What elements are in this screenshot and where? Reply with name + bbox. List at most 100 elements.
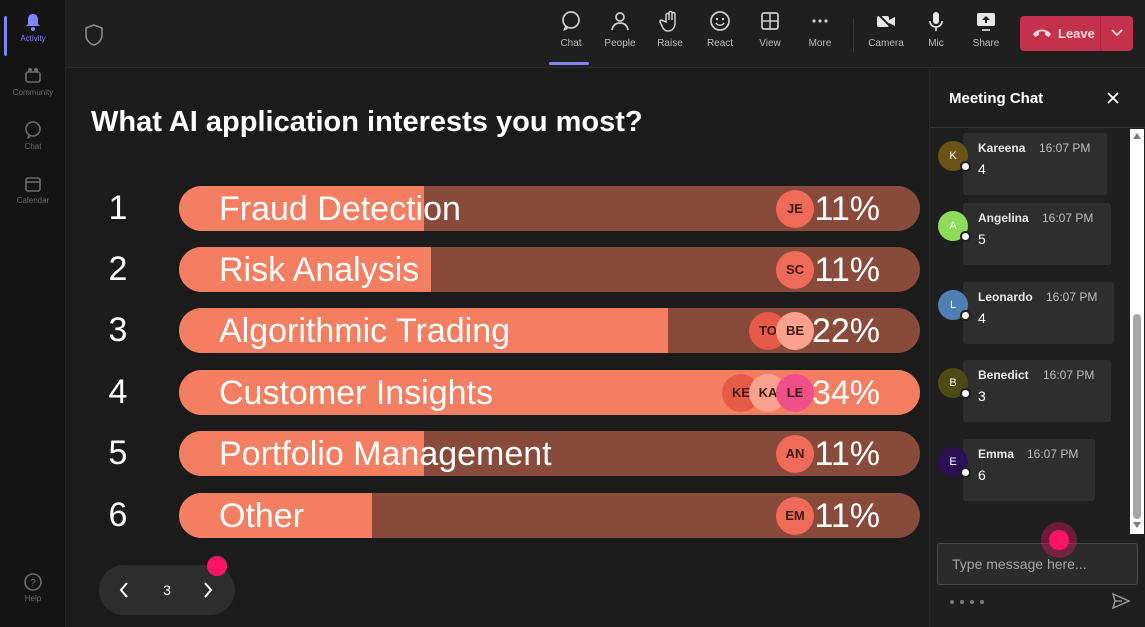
message-author: Leonardo (978, 290, 1033, 304)
scrollbar-thumb[interactable] (1133, 314, 1141, 519)
message-bubble[interactable]: Kareena 16:07 PM 4 (963, 133, 1107, 195)
rail-item-chat[interactable]: Chat (0, 120, 66, 151)
toolbar-share-button[interactable]: Share (962, 10, 1010, 49)
toolbar-people-button[interactable]: People (596, 10, 644, 49)
option-percent: 22% (811, 312, 880, 350)
rail-item-community[interactable]: Community (0, 66, 66, 97)
poll-option[interactable]: 2 Risk Analysis SC 11% (100, 247, 920, 292)
chevron-right-icon[interactable] (201, 581, 215, 599)
rail-item-calendar[interactable]: Calendar (0, 174, 66, 205)
rail-item-help[interactable]: ? Help (0, 572, 66, 603)
option-label: Other (219, 497, 305, 535)
option-number: 4 (108, 373, 128, 411)
rail-item-activity[interactable]: Activity (0, 12, 66, 56)
message-text: 4 (978, 310, 986, 326)
chat-scrollbar[interactable] (1130, 129, 1144, 534)
chevron-left-icon[interactable] (117, 581, 131, 599)
more-icon (812, 19, 828, 23)
help-icon: ? (24, 573, 42, 591)
option-number: 3 (108, 311, 128, 349)
smiley-icon (710, 11, 730, 31)
option-result-bar: Other EM 11% (179, 493, 920, 538)
poll-option[interactable]: 5 Portfolio Management AN 11% (100, 431, 920, 476)
chat-icon (25, 121, 41, 139)
message-timestamp: 16:07 PM (1042, 211, 1094, 225)
poll-option[interactable]: 3 Algorithmic Trading TO BE 22% (100, 308, 920, 353)
message-timestamp: 16:07 PM (1027, 447, 1079, 461)
option-percent: 11% (814, 435, 880, 473)
toolbar-divider (853, 18, 854, 52)
share-screen-icon (977, 13, 995, 31)
leave-divider (1100, 16, 1101, 51)
hang-up-icon (1033, 29, 1051, 37)
option-number: 6 (108, 496, 128, 534)
message-author: Kareena (978, 141, 1026, 155)
message-timestamp: 16:07 PM (1043, 368, 1095, 382)
option-result-bar: Risk Analysis SC 11% (179, 247, 920, 292)
message-author: Angelina (978, 211, 1029, 225)
voter-avatar: JE (776, 190, 814, 228)
option-percent: 11% (814, 190, 880, 228)
option-result-bar: Portfolio Management AN 11% (179, 431, 920, 476)
poll-option[interactable]: 1 Fraud Detection JE 11% (100, 186, 920, 231)
toolbar-more-button[interactable]: More (796, 10, 844, 49)
send-icon[interactable] (1112, 593, 1130, 609)
toolbar-raise-button[interactable]: Raise (646, 10, 694, 49)
toolbar-react-button[interactable]: React (696, 10, 744, 49)
page-number: 3 (163, 582, 171, 598)
calendar-icon (25, 177, 41, 192)
leave-button[interactable]: Leave (1020, 16, 1133, 51)
scroll-down-icon[interactable] (1133, 522, 1141, 528)
option-result-bar: Fraud Detection JE 11% (179, 186, 920, 231)
option-result-fill (179, 308, 669, 353)
message-text: 4 (978, 161, 986, 177)
option-number: 2 (108, 250, 128, 288)
meeting-chat-panel: Meeting Chat Kareena 16:07 PM 4 K Angelina 16… (929, 69, 1145, 627)
message-timestamp: 16:07 PM (1046, 290, 1098, 304)
chat-message-input[interactable] (937, 543, 1138, 585)
toolbar-chat-button[interactable]: Chat (547, 10, 595, 65)
close-icon[interactable] (1106, 91, 1120, 105)
notification-dot (207, 556, 227, 576)
presence-dot (960, 231, 971, 242)
meeting-toolbar: Chat People Raise React View More Camera… (66, 0, 1145, 68)
pointer-indicator (1041, 522, 1077, 558)
camera-off-icon (876, 12, 895, 31)
toolbar-view-button[interactable]: View (746, 10, 794, 49)
message-timestamp: 16:07 PM (1039, 141, 1091, 155)
option-result-bar: Customer Insights KE KA LE 34% (179, 370, 920, 415)
option-result-bar: Algorithmic Trading TO BE 22% (179, 308, 920, 353)
voter-avatar: BE (776, 312, 814, 350)
message-text: 3 (978, 388, 986, 404)
presence-dot (960, 161, 971, 172)
presence-dot (960, 388, 971, 399)
raise-hand-icon (659, 10, 676, 32)
option-result-fill (179, 493, 372, 538)
shield-icon (85, 24, 103, 46)
chat-icon (562, 11, 580, 31)
poll-option[interactable]: 4 Customer Insights KE KA LE 34% (100, 370, 920, 415)
people-icon (611, 12, 629, 31)
message-author: Emma (978, 447, 1015, 461)
format-tools[interactable] (948, 597, 988, 609)
option-result-fill (179, 431, 424, 476)
message-bubble[interactable]: Benedict 16:07 PM 3 (963, 360, 1111, 422)
scroll-up-icon[interactable] (1133, 133, 1141, 139)
chevron-down-icon[interactable] (1110, 28, 1124, 38)
microphone-icon (929, 12, 943, 31)
message-author: Benedict (978, 368, 1029, 382)
toolbar-camera-button[interactable]: Camera (862, 10, 910, 49)
voter-avatar: SC (776, 251, 814, 289)
voter-avatar: LE (776, 374, 814, 412)
option-label: Fraud Detection (219, 190, 461, 228)
chat-divider (930, 127, 1145, 128)
slide-pager: 3 (99, 565, 235, 615)
message-bubble[interactable]: Emma 16:07 PM 6 (963, 439, 1095, 501)
voter-avatar: AN (776, 435, 814, 473)
poll-option[interactable]: 6 Other EM 11% (100, 493, 920, 538)
message-bubble[interactable]: Leonardo 16:07 PM 4 (963, 282, 1114, 344)
community-icon (25, 68, 41, 83)
toolbar-mic-button[interactable]: Mic (912, 10, 960, 49)
bell-icon (26, 14, 40, 31)
message-bubble[interactable]: Angelina 16:07 PM 5 (963, 203, 1111, 265)
